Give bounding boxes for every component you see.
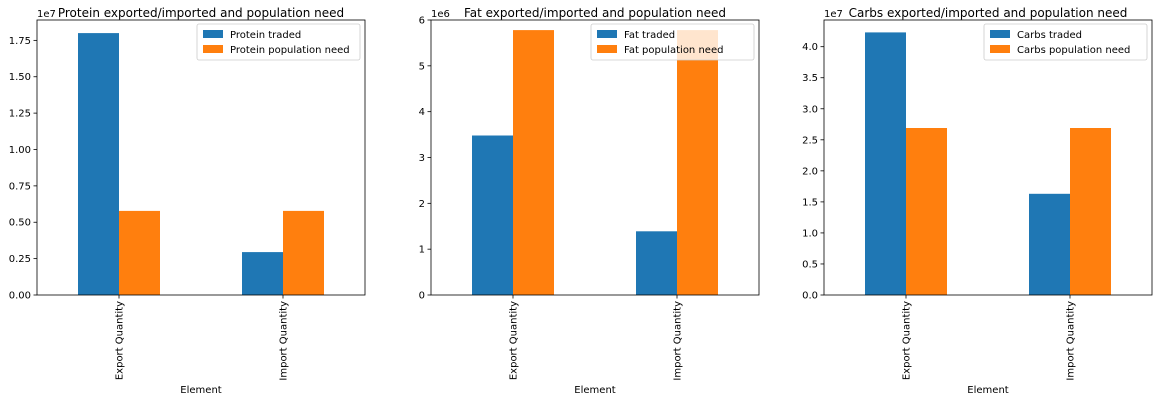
y-tick-label: 1.00 [9, 145, 31, 156]
legend-box [983, 23, 1148, 61]
legend-label: Fat population need [624, 45, 723, 56]
legend-label: Carbs population need [1017, 45, 1130, 56]
bar [283, 210, 324, 295]
legend-box [590, 23, 755, 61]
y-tick-label: 0.50 [9, 218, 31, 229]
x-tick-label: Import Quantity [279, 301, 290, 381]
legend-label: Carbs traded [1017, 30, 1082, 41]
legend: Protein traded Protein population need [196, 23, 361, 61]
chart-title: Protein exported/imported and population… [58, 6, 344, 20]
y-tick-label: 5 [419, 61, 425, 72]
y-tick-label: 4.0 [802, 42, 818, 53]
bar [1070, 128, 1111, 295]
legend-box [196, 23, 361, 61]
x-axis-label: Element [967, 385, 1008, 396]
bar [906, 128, 947, 295]
x-axis-label: Element [574, 385, 615, 396]
y-tick-label: 0.5 [802, 259, 818, 270]
y-tick-label: 6 [419, 16, 425, 27]
x-tick-label: Export Quantity [509, 301, 520, 380]
y-tick-label: 3.0 [802, 104, 818, 115]
axes-frame [823, 19, 1153, 296]
y-tick-label: 2.0 [802, 166, 818, 177]
y-tick-label: 0.00 [9, 291, 31, 302]
x-tick-label: Export Quantity [902, 301, 913, 380]
x-tick-label: Export Quantity [115, 301, 126, 380]
chart-title: Fat exported/imported and population nee… [464, 6, 726, 20]
chart-1: 0.00 0.25 0.50 0.75 1.00 1.25 1.50 1.75 1e7 Expor… [9, 6, 366, 396]
y-tick-label: 3 [419, 153, 425, 164]
x-tick-label: Import Quantity [1066, 301, 1077, 381]
bar [636, 231, 677, 295]
y-offset-label: 1e7 [37, 9, 56, 20]
y-tick-label: 0.75 [9, 181, 31, 192]
bar [472, 135, 513, 295]
y-tick-label: 0.0 [802, 291, 818, 302]
y-tick-label: 0 [419, 291, 425, 302]
y-tick-label: 1.50 [9, 72, 31, 83]
bar [1029, 193, 1070, 295]
y-tick-label: 1.75 [9, 36, 31, 47]
x-axis-label: Element [180, 385, 221, 396]
legend-label: Fat traded [624, 30, 675, 41]
y-tick-label: 4 [419, 107, 425, 118]
y-tick-label: 3.5 [802, 73, 818, 84]
legend-swatch [597, 30, 617, 38]
axes-frame [36, 19, 366, 296]
legend-label: Protein traded [230, 30, 301, 41]
chart-title: Carbs exported/imported and population n… [849, 6, 1128, 20]
legend-swatch [990, 45, 1010, 53]
y-tick-label: 1.0 [802, 228, 818, 239]
y-tick-label: 1.25 [9, 109, 31, 120]
y-offset-label: 1e7 [824, 9, 843, 20]
x-tick-label: Import Quantity [673, 301, 684, 381]
bar [242, 252, 283, 295]
y-tick-label: 2 [419, 199, 425, 210]
legend-swatch [203, 45, 223, 53]
y-tick-label: 2.5 [802, 135, 818, 146]
legend-swatch [203, 30, 223, 38]
y-tick-label: 0.25 [9, 254, 31, 265]
bar [78, 33, 119, 295]
bar [513, 30, 554, 295]
y-tick-label: 1 [419, 245, 425, 256]
bar [677, 30, 718, 295]
legend-swatch [597, 45, 617, 53]
chart-3: 0.0 0.5 1.0 1.5 2.0 2.5 3.0 3.5 4.0 1e7 Export Qua… [802, 6, 1153, 396]
legend-label: Protein population need [230, 45, 350, 56]
legend-swatch [990, 30, 1010, 38]
y-offset-label: 1e6 [431, 9, 450, 20]
y-tick-label: 1.5 [802, 197, 818, 208]
bar [119, 210, 160, 295]
bar [865, 32, 906, 296]
chart-2: 0 1 2 3 4 5 6 1e6 Export Quantity Import Quantity… [419, 6, 760, 396]
legend: Carbs traded Carbs population need [983, 23, 1148, 61]
legend: Fat traded Fat population need [590, 23, 755, 61]
